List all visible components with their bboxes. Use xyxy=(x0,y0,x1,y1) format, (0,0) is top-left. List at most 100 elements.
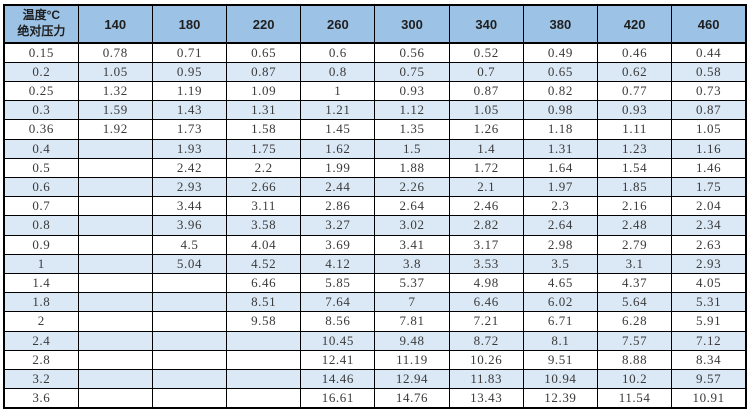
corner-header-cell: 温度°C 绝对压力 xyxy=(3,4,79,44)
table-cell: 6.71 xyxy=(522,311,599,332)
table-cell: 2.2 xyxy=(226,157,302,178)
table-header: 温度°C 绝对压力 140 180 220 260 300 340 380 420 460 xyxy=(3,4,747,44)
row-pressure-label: 1.8 xyxy=(3,292,79,313)
row-pressure-label: 0.4 xyxy=(3,138,79,159)
table-cell: 1.26 xyxy=(448,119,524,140)
table-cell: 9.48 xyxy=(374,330,450,351)
table-cell: 0.93 xyxy=(374,80,450,102)
row-pressure-label: 3.2 xyxy=(3,368,79,390)
row-pressure-label: 1.4 xyxy=(3,272,79,294)
table-row: 2.8 12.41 11.19 10.26 9.51 8.88 8.34 xyxy=(3,349,747,370)
table-cell: 0.44 xyxy=(671,42,747,63)
table-cell: 8.51 xyxy=(226,292,302,313)
row-pressure-label: 1 xyxy=(3,253,79,274)
table-cell xyxy=(151,272,228,294)
table-row: 2 9.58 8.56 7.81 7.21 6.71 6.28 5.91 xyxy=(3,311,747,332)
table-cell: 1.99 xyxy=(300,157,376,178)
table-row: 0.7 3.44 3.11 2.86 2.64 2.46 2.3 2.16 2.04 xyxy=(3,196,747,217)
table-cell: 0.75 xyxy=(374,61,450,82)
table-cell: 0.58 xyxy=(671,61,747,82)
column-header-420: 420 xyxy=(596,4,673,44)
table-cell: 5.04 xyxy=(151,253,228,274)
table-cell: 6.46 xyxy=(226,272,302,294)
table-cell: 4.05 xyxy=(671,272,747,294)
table-cell xyxy=(151,349,228,370)
table-cell: 7.57 xyxy=(596,330,673,351)
table-cell: 0.93 xyxy=(596,100,673,121)
table-cell: 1.21 xyxy=(300,100,376,121)
row-pressure-label: 0.3 xyxy=(3,100,79,121)
table-cell: 0.87 xyxy=(671,100,747,121)
table-cell: 1.12 xyxy=(374,100,450,121)
table-cell: 2.98 xyxy=(522,234,599,255)
table-cell: 4.37 xyxy=(596,272,673,294)
table-cell xyxy=(77,176,153,198)
table-cell: 3.27 xyxy=(300,215,376,236)
table-cell: 2.64 xyxy=(374,196,450,217)
table-cell: 1.59 xyxy=(77,100,153,121)
table-cell: 7.12 xyxy=(671,330,747,351)
column-header-140: 140 xyxy=(77,4,153,44)
table-cell: 1.97 xyxy=(522,176,599,198)
table-cell: 1.32 xyxy=(77,80,153,102)
table-cell: 1.05 xyxy=(448,100,524,121)
table-cell: 2.46 xyxy=(448,196,524,217)
table-cell: 4.65 xyxy=(522,272,599,294)
table-cell xyxy=(77,215,153,236)
table-cell: 4.52 xyxy=(226,253,302,274)
table-cell: 8.1 xyxy=(522,330,599,351)
table-cell: 0.8 xyxy=(300,61,376,82)
table-cell: 0.65 xyxy=(522,61,599,82)
table-cell: 2.66 xyxy=(226,176,302,198)
table-cell: 3.5 xyxy=(522,253,599,274)
table-cell xyxy=(77,388,153,409)
table-cell: 1.19 xyxy=(151,80,228,102)
table-cell: 1.72 xyxy=(448,157,524,178)
header-row: 温度°C 绝对压力 140 180 220 260 300 340 380 420 460 xyxy=(3,4,747,44)
column-header-300: 300 xyxy=(374,4,450,44)
row-pressure-label: 3.6 xyxy=(3,388,79,409)
table-cell: 7.21 xyxy=(448,311,524,332)
table-cell: 3.8 xyxy=(374,253,450,274)
row-pressure-label: 0.9 xyxy=(3,234,79,255)
column-header-220: 220 xyxy=(226,4,302,44)
table-cell: 6.02 xyxy=(522,292,599,313)
table-cell: 2.3 xyxy=(522,196,599,217)
table-cell: 5.37 xyxy=(374,272,450,294)
table-cell xyxy=(151,330,228,351)
table-cell: 14.46 xyxy=(300,368,376,390)
table-cell xyxy=(226,388,302,409)
table-cell: 5.31 xyxy=(671,292,747,313)
table-cell: 1.75 xyxy=(226,138,302,159)
table-cell: 1.75 xyxy=(671,176,747,198)
table-cell xyxy=(226,330,302,351)
table-cell: 6.28 xyxy=(596,311,673,332)
table-cell: 3.53 xyxy=(448,253,524,274)
table-cell: 1 xyxy=(300,80,376,102)
table-cell xyxy=(151,388,228,409)
table-cell xyxy=(77,157,153,178)
row-pressure-label: 2.8 xyxy=(3,349,79,370)
table-cell: 1.16 xyxy=(671,138,747,159)
table-cell: 8.88 xyxy=(596,349,673,370)
row-pressure-label: 0.6 xyxy=(3,176,79,198)
table-cell xyxy=(77,196,153,217)
table-cell: 7.64 xyxy=(300,292,376,313)
table-row: 3.2 14.46 12.94 11.83 10.94 10.2 9.57 xyxy=(3,368,747,390)
table-cell: 3.02 xyxy=(374,215,450,236)
table-cell: 0.46 xyxy=(596,42,673,63)
table-cell xyxy=(77,253,153,274)
table-cell: 2.63 xyxy=(671,234,747,255)
table-cell: 10.91 xyxy=(671,388,747,409)
table-cell: 9.51 xyxy=(522,349,599,370)
column-header-260: 260 xyxy=(300,4,376,44)
table-row: 1.8 8.51 7.64 7 6.46 6.02 5.64 5.31 xyxy=(3,292,747,313)
table-cell: 3.41 xyxy=(374,234,450,255)
table-cell: 2.44 xyxy=(300,176,376,198)
table-cell xyxy=(226,349,302,370)
table-row: 1.4 6.46 5.85 5.37 4.98 4.65 4.37 4.05 xyxy=(3,272,747,294)
table-cell: 3.96 xyxy=(151,215,228,236)
table-cell: 10.26 xyxy=(448,349,524,370)
table-cell: 0.95 xyxy=(151,61,228,82)
table-row: 0.2 1.05 0.95 0.87 0.8 0.75 0.7 0.65 0.62 0.58 xyxy=(3,61,747,82)
